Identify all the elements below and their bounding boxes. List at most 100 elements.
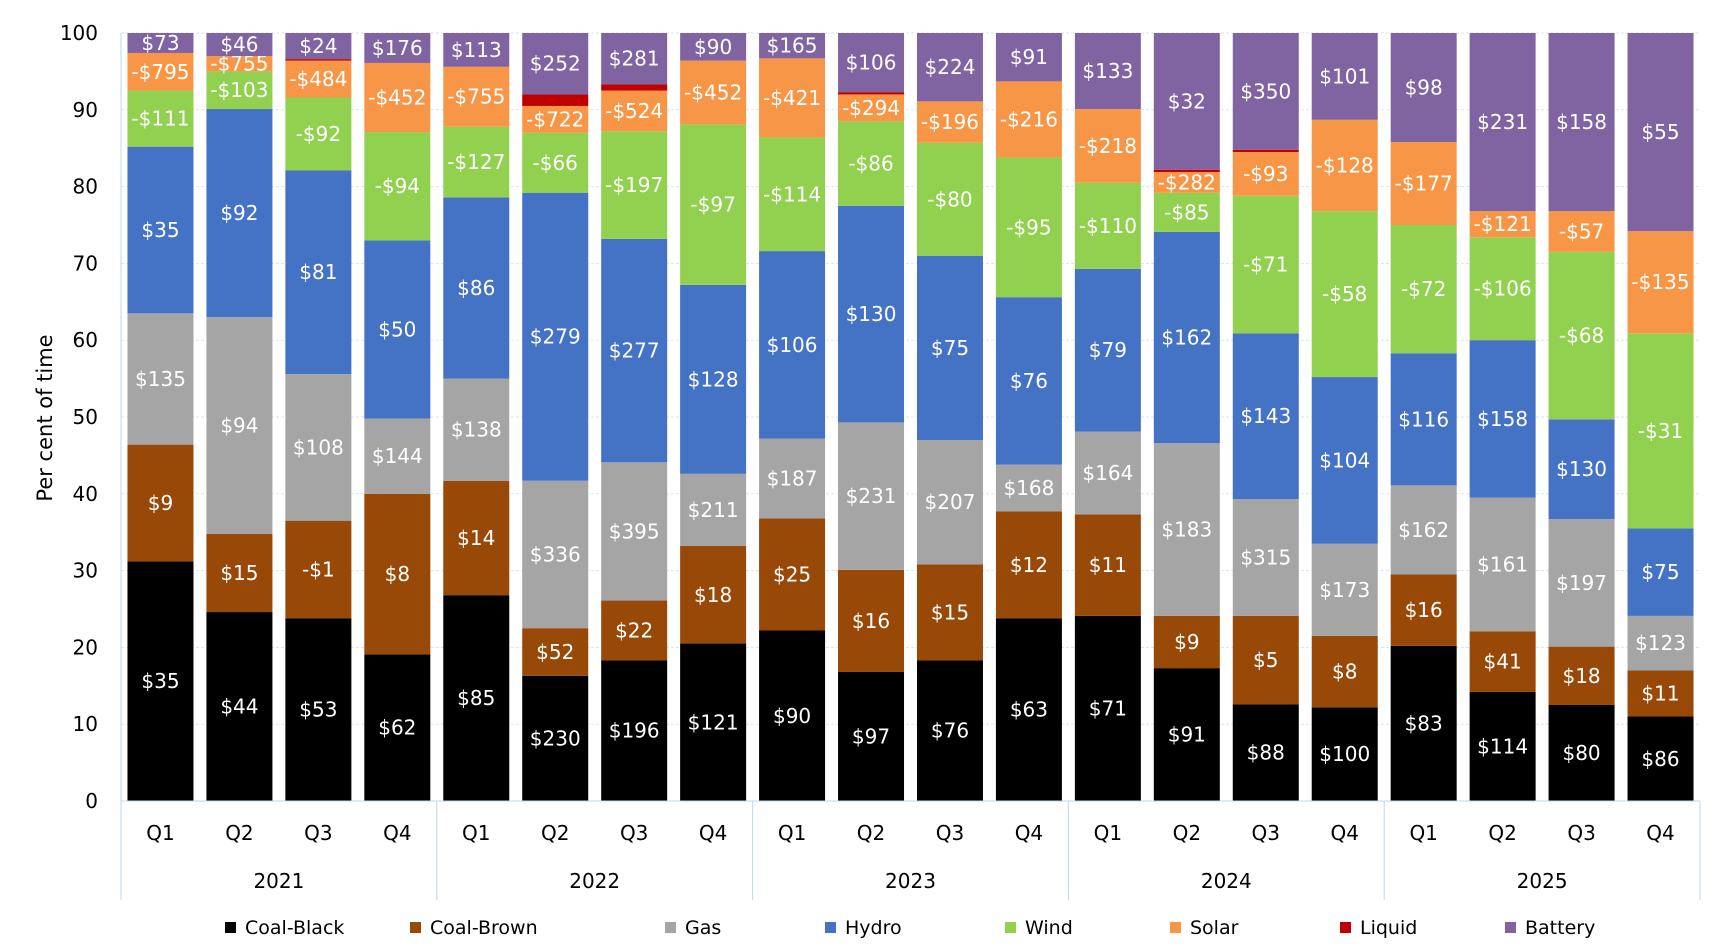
- bar-segment-coal-black: [759, 630, 826, 801]
- bar-segment-wind: [1627, 333, 1694, 529]
- data-label: $15: [931, 600, 969, 624]
- data-label: $90: [773, 704, 811, 728]
- bar-segment-gas: [1469, 497, 1536, 632]
- data-label: -$294: [842, 96, 900, 120]
- data-label: $196: [609, 719, 660, 743]
- data-label: -$452: [684, 81, 742, 105]
- data-label: $90: [694, 35, 732, 59]
- legend-label: Liquid: [1360, 917, 1417, 939]
- bar-stack: $196 $22 $395 $277 -$197 -$524 $281: [601, 33, 668, 801]
- bar-stack: $63 $12 $168 $76 -$95 -$216 $91: [995, 33, 1062, 801]
- bar-segment-solar: [1627, 231, 1694, 334]
- bar-segment-solar: [364, 62, 431, 133]
- x-tick-label: Q1: [778, 821, 806, 845]
- legend-item-hydro: Hydro: [825, 917, 902, 939]
- bar-segment-hydro: [1232, 333, 1299, 500]
- bar-segment-hydro: [127, 146, 194, 314]
- legend-label: Battery: [1525, 917, 1595, 939]
- bar-segment-coal-brown: [522, 628, 589, 676]
- data-label: $9: [1174, 630, 1199, 654]
- data-label: $315: [1240, 546, 1291, 570]
- x-tick-label: Q3: [304, 821, 332, 845]
- year-label: 2021: [253, 869, 304, 893]
- bar-segment-wind: [916, 142, 983, 256]
- data-label: -$795: [131, 60, 189, 84]
- bar-segment-coal-brown: [916, 564, 983, 661]
- y-tick-label: 80: [73, 175, 98, 199]
- bar-stack: $91 $9 $183 $162 -$85 -$282 $32: [1153, 33, 1220, 801]
- legend-item-coal-brown: Coal-Brown: [410, 917, 538, 939]
- bar-segment-coal-brown: [601, 600, 668, 661]
- data-label: $123: [1635, 631, 1686, 655]
- bar-segment-coal-black: [995, 618, 1062, 801]
- x-tick-label: Q4: [699, 821, 727, 845]
- data-label: -$121: [1474, 212, 1532, 236]
- x-tick-label: Q2: [225, 821, 253, 845]
- bar-segment-coal-black: [1627, 716, 1694, 801]
- bar-segment-wind: [285, 97, 352, 171]
- data-label: $168: [1003, 476, 1054, 500]
- bar-segment-coal-brown: [127, 444, 194, 562]
- x-tick-label: Q4: [383, 821, 411, 845]
- bar-stack: $97 $16 $231 $130 -$86 -$294 $106: [838, 33, 905, 801]
- data-label: $106: [767, 333, 818, 357]
- data-label: -$484: [289, 67, 347, 91]
- bar-segment-hydro: [1469, 340, 1536, 498]
- bar-segment-gas: [1627, 615, 1694, 671]
- bar-segment-gas: [285, 373, 352, 521]
- data-label: -$197: [605, 173, 663, 197]
- data-label: $83: [1405, 711, 1443, 735]
- legend-item-wind: Wind: [1005, 917, 1073, 939]
- bar-segment-battery: [1074, 33, 1141, 110]
- bar-segment-battery: [285, 33, 352, 60]
- data-label: $46: [220, 33, 258, 57]
- bar-segment-battery: [1469, 33, 1536, 212]
- bar-segment-battery: [1153, 33, 1220, 170]
- data-label: $231: [846, 484, 897, 508]
- bar-segment-solar: [916, 101, 983, 143]
- bar-segment-battery: [522, 33, 589, 95]
- data-label: $88: [1247, 741, 1285, 765]
- bar-segment-battery: [364, 33, 431, 63]
- bar-segment-coal-black: [1074, 615, 1141, 801]
- bar-stack: $90 $25 $187 $106 -$114 -$421 $165: [759, 33, 826, 801]
- data-label: -$57: [1559, 220, 1604, 244]
- data-label: $108: [293, 435, 344, 459]
- bar-segment-coal-brown: [1627, 670, 1694, 717]
- data-label: $230: [530, 726, 581, 750]
- bar-segment-battery: [680, 33, 747, 61]
- bar-segment-solar: [838, 94, 905, 122]
- bar-segment-coal-black: [838, 671, 905, 801]
- data-label: $106: [846, 51, 897, 75]
- bar-segment-liquid: [838, 92, 905, 95]
- bar-segment-wind: [995, 157, 1062, 298]
- data-label: $16: [1405, 598, 1443, 622]
- bar-segment-gas: [759, 438, 826, 519]
- bar-segment-wind: [680, 124, 747, 285]
- data-label: $86: [457, 276, 495, 300]
- data-label: -$452: [368, 86, 426, 110]
- bar-segment-liquid: [1232, 149, 1299, 153]
- bar-segment-gas: [680, 473, 747, 547]
- x-tick-label: Q3: [1252, 821, 1280, 845]
- data-label: -$177: [1395, 172, 1453, 196]
- bar-segment-gas: [127, 313, 194, 445]
- data-label: $116: [1398, 407, 1449, 431]
- bar-segment-coal-black: [1390, 645, 1457, 801]
- data-label: $94: [220, 413, 258, 437]
- y-tick-label: 90: [73, 98, 98, 122]
- legend-item-solar: Solar: [1170, 917, 1239, 939]
- x-tick-label: Q2: [1173, 821, 1201, 845]
- data-label: -$216: [1000, 107, 1058, 131]
- bar-segment-liquid: [522, 94, 589, 106]
- data-label: $158: [1477, 407, 1528, 431]
- bar-segment-coal-black: [127, 561, 194, 801]
- data-label: -$218: [1079, 134, 1137, 158]
- legend-swatch: [225, 922, 236, 933]
- data-label: $207: [925, 490, 976, 514]
- y-tick-label: 70: [73, 251, 98, 275]
- bar-segment-coal-brown: [1390, 574, 1457, 646]
- legend-swatch: [1505, 922, 1516, 933]
- legend-swatch: [825, 922, 836, 933]
- bar-segment-hydro: [601, 238, 668, 463]
